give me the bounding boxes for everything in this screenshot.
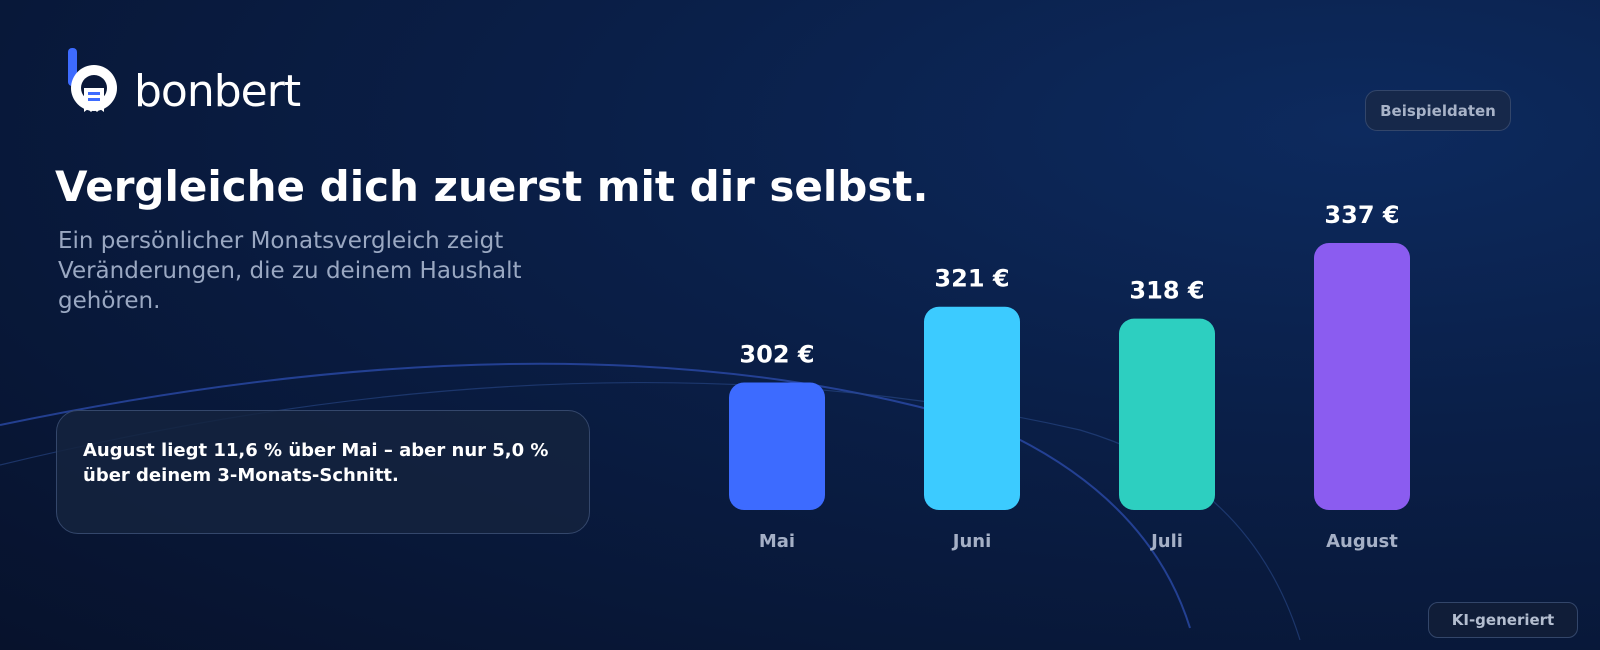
insight-note: August liegt 11,6 % über Mai – aber nur … (56, 410, 590, 534)
sample-badge: Beispieldaten (1365, 90, 1511, 131)
bar (1314, 242, 1410, 510)
bar (1119, 318, 1215, 510)
bar (924, 306, 1020, 510)
value-label: 337 € (1324, 201, 1399, 229)
title: Vergleiche dich zuerst mit dir selbst. (55, 162, 929, 211)
ai-badge: KI-generiert (1428, 602, 1578, 638)
value-label: 318 € (1129, 277, 1204, 305)
bar (729, 382, 825, 510)
x-tick-label: Mai (759, 531, 795, 552)
x-tick-label: August (1326, 531, 1398, 552)
subtitle: Ein persönlicher Monatsvergleich zeigt V… (58, 228, 522, 314)
x-tick-label: Juni (951, 531, 992, 552)
logo-icon (68, 48, 117, 112)
value-label: 302 € (739, 340, 814, 368)
x-tick-label: Juli (1149, 531, 1183, 552)
brand: bonbert (134, 66, 301, 117)
value-label: 321 € (934, 265, 1009, 293)
